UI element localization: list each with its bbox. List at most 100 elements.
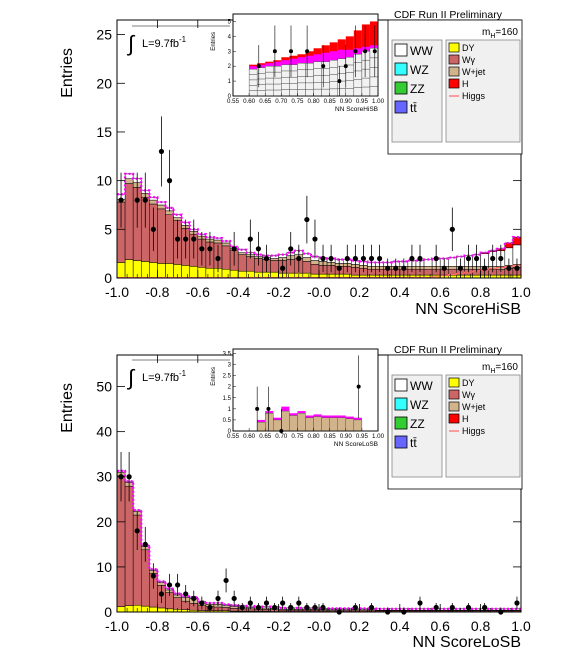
uncertainty-band	[117, 469, 521, 610]
inset-y-tick-label: 3.5	[223, 351, 232, 357]
y-tick-label: 5	[104, 221, 112, 237]
x-tick-label: 0.6	[430, 284, 450, 300]
data-point	[158, 148, 165, 155]
inset-x-tick-label: 0.95	[356, 98, 369, 105]
data-point	[320, 255, 326, 262]
inset-bar-bkg	[273, 419, 282, 432]
data-point	[183, 236, 189, 242]
bar-w-	[124, 183, 134, 260]
chart-2: -1.0 -0.8 -0.6 -0.4 -0.2 -0.0 0.2 0.4 0.6 0.8 1.00…	[59, 344, 531, 651]
x-tick-label: 1.0	[511, 618, 531, 634]
inset-y-tick-label: 0	[228, 94, 232, 100]
x-tick-label: -0.0	[307, 618, 331, 634]
inset-bar-bkg	[305, 63, 314, 97]
inset-bar-bkg	[256, 67, 266, 97]
data-point	[433, 604, 439, 611]
legend-swatch	[448, 54, 460, 65]
inset-bar-bkg	[345, 418, 355, 432]
data-point	[280, 600, 286, 606]
x-tick-label: -0.2	[267, 618, 291, 634]
x-tick-label: 0.8	[471, 284, 491, 300]
bar-w-jet	[229, 606, 239, 609]
inset-bar-bkg	[273, 65, 282, 97]
bar-dy	[246, 270, 255, 279]
bar-w-	[157, 208, 166, 264]
x-tick-label: 0.8	[471, 618, 491, 634]
bar-w-jet	[221, 605, 231, 608]
y-tick-label: 10	[96, 559, 112, 575]
data-point	[490, 255, 496, 262]
inset-bar-bkg	[265, 413, 274, 432]
bar-dy	[149, 606, 158, 613]
chart-1: -1.0 -0.8 -0.6 -0.4 -0.2 -0.0 0.2 0.4 0.6 0.8 1.00…	[59, 9, 531, 318]
mass-subscript: H	[490, 368, 495, 375]
data-point	[506, 265, 512, 271]
inset-x-tick-label: 0.70	[275, 98, 288, 105]
inset-bar-bkg	[337, 58, 346, 97]
x-tick-label: -0.6	[186, 618, 210, 634]
inset-bar-bkg	[289, 64, 298, 97]
bar-w-jet	[157, 204, 166, 210]
data-point	[498, 255, 504, 262]
legend-label: DY	[462, 378, 475, 388]
inset-y-label: Entries	[211, 367, 217, 386]
data-point	[247, 600, 253, 606]
data-point	[465, 604, 472, 611]
inset-y-tick-label: 3	[228, 363, 232, 369]
legend-swatch	[394, 378, 408, 392]
x-tick-label: 1.0	[511, 284, 531, 300]
data-point	[417, 255, 423, 262]
data-point	[255, 246, 261, 252]
y-axis-label: Entries	[59, 48, 76, 98]
bar-dy	[116, 262, 126, 279]
bar-dy	[165, 263, 174, 279]
bar-dy	[205, 268, 215, 279]
inset-x-tick-label: 0.90	[340, 433, 353, 440]
data-point	[142, 541, 148, 547]
bar-dy	[181, 265, 190, 279]
bar-w-jet	[237, 252, 247, 255]
bar-w-	[229, 608, 239, 612]
inset-x-tick-label: 0.60	[243, 433, 256, 440]
inset-bar-bkg	[361, 51, 371, 97]
inset-bar-bkg	[345, 57, 355, 97]
inset-data-point	[256, 64, 261, 69]
data-point	[166, 178, 173, 184]
data-point	[312, 604, 318, 611]
x-tick-label: 0.4	[390, 618, 410, 634]
inset-border	[232, 348, 379, 432]
data-point	[175, 582, 181, 588]
bar-w-jet	[310, 260, 320, 265]
inset-y-tick-label: 1	[228, 79, 232, 85]
x-tick-label: 0.4	[390, 284, 410, 300]
inset-y-tick-label: 4	[228, 34, 232, 40]
bar-w-	[270, 260, 279, 273]
legend-label: H	[462, 414, 469, 424]
data-point	[393, 265, 399, 271]
inset-x-tick-label: 0.80	[308, 98, 321, 105]
data-point	[263, 600, 270, 606]
inset-bar-bkg	[313, 416, 322, 432]
lumi-exponent: -1	[179, 35, 187, 44]
data-point	[263, 255, 270, 262]
inset-x-tick-label: 0.75	[291, 433, 304, 440]
x-tick-label: -0.4	[226, 618, 250, 634]
data-point	[134, 528, 140, 534]
inset-x-tick-label: 1.00	[372, 433, 385, 440]
data-point	[449, 604, 455, 611]
x-tick-label: -0.2	[267, 284, 291, 300]
bar-w-	[173, 597, 182, 610]
x-tick-label: -0.0	[307, 284, 331, 300]
x-axis-label: NN ScoreLoSB	[413, 634, 522, 651]
x-tick-label: -1.0	[105, 284, 129, 300]
data-point	[183, 591, 189, 597]
legend-swatch	[394, 397, 408, 411]
legend-swatch	[394, 435, 408, 449]
x-axis-label: NN ScoreHiSB	[415, 301, 521, 318]
inset-data-point	[289, 49, 293, 54]
legend-label: ZZ	[410, 82, 425, 96]
bar-dy	[116, 606, 126, 613]
data-point	[328, 255, 334, 262]
data-point	[433, 255, 439, 262]
inset-data-point	[337, 79, 342, 84]
